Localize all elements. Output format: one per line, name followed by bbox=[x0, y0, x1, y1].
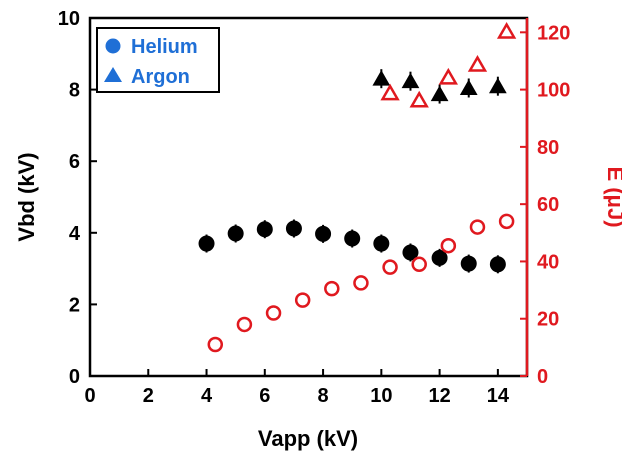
legend-helium-circle-icon bbox=[105, 38, 121, 54]
data-markers bbox=[198, 22, 517, 353]
helium-e-point bbox=[498, 213, 515, 230]
y-right-tick-label: 100 bbox=[537, 80, 570, 102]
legend: Helium Argon bbox=[96, 27, 220, 93]
y-left-tick-label: 8 bbox=[69, 80, 80, 102]
argon-e-point bbox=[496, 22, 517, 39]
helium-e-point bbox=[382, 259, 398, 275]
helium-e-point bbox=[236, 316, 253, 333]
x-axis-label: Vapp (kV) bbox=[258, 426, 358, 451]
helium-e-point bbox=[294, 292, 311, 308]
argon-e-point bbox=[409, 90, 429, 108]
helium-e-point bbox=[265, 305, 282, 321]
argon-e-point bbox=[467, 54, 488, 72]
x-tick-label: 12 bbox=[428, 385, 450, 407]
x-tick-label: 8 bbox=[318, 385, 329, 407]
y-left-tick-label: 10 bbox=[58, 8, 80, 30]
plot-area bbox=[88, 16, 529, 378]
legend-argon-label: Argon bbox=[131, 66, 190, 88]
helium-e-point bbox=[207, 336, 224, 353]
y-right-tick-label: 120 bbox=[537, 22, 570, 44]
y-left-tick-label: 6 bbox=[69, 151, 80, 173]
x-tick-label: 4 bbox=[201, 385, 213, 407]
y-left-tick-label: 4 bbox=[69, 223, 81, 245]
legend-argon-triangle-icon bbox=[104, 67, 122, 82]
helium-e-point bbox=[411, 256, 427, 273]
y-left-axis-ticks: 0 2 4 6 8 10 bbox=[58, 8, 97, 388]
y-right-tick-label: 80 bbox=[537, 137, 559, 159]
legend-helium-label: Helium bbox=[131, 36, 198, 58]
x-tick-label: 14 bbox=[487, 385, 510, 407]
helium-e-point bbox=[353, 275, 369, 291]
y-right-tick-label: 20 bbox=[537, 309, 559, 331]
argon-e-point bbox=[438, 67, 459, 85]
x-axis-ticks: 0 2 4 6 8 10 12 14 bbox=[84, 369, 510, 407]
x-tick-label: 0 bbox=[84, 385, 95, 407]
y-right-tick-label: 40 bbox=[537, 251, 559, 273]
helium-e-point bbox=[469, 219, 486, 235]
y-right-tick-label: 0 bbox=[537, 366, 548, 388]
argon-e-point bbox=[380, 83, 400, 101]
helium-e-point bbox=[324, 280, 340, 297]
y-left-tick-label: 2 bbox=[69, 294, 80, 316]
x-tick-label: 2 bbox=[143, 385, 154, 407]
x-tick-label: 10 bbox=[370, 385, 392, 407]
helium-e-point bbox=[440, 237, 457, 254]
y-right-axis-label: E (μJ) bbox=[603, 166, 622, 227]
x-tick-label: 6 bbox=[259, 385, 270, 407]
y-right-tick-label: 60 bbox=[537, 194, 559, 216]
y-right-axis-ticks: 0 20 40 60 80 100 120 bbox=[520, 22, 570, 388]
y-left-tick-label: 0 bbox=[69, 366, 80, 388]
y-left-axis-label: Vbd (kV) bbox=[14, 152, 39, 241]
